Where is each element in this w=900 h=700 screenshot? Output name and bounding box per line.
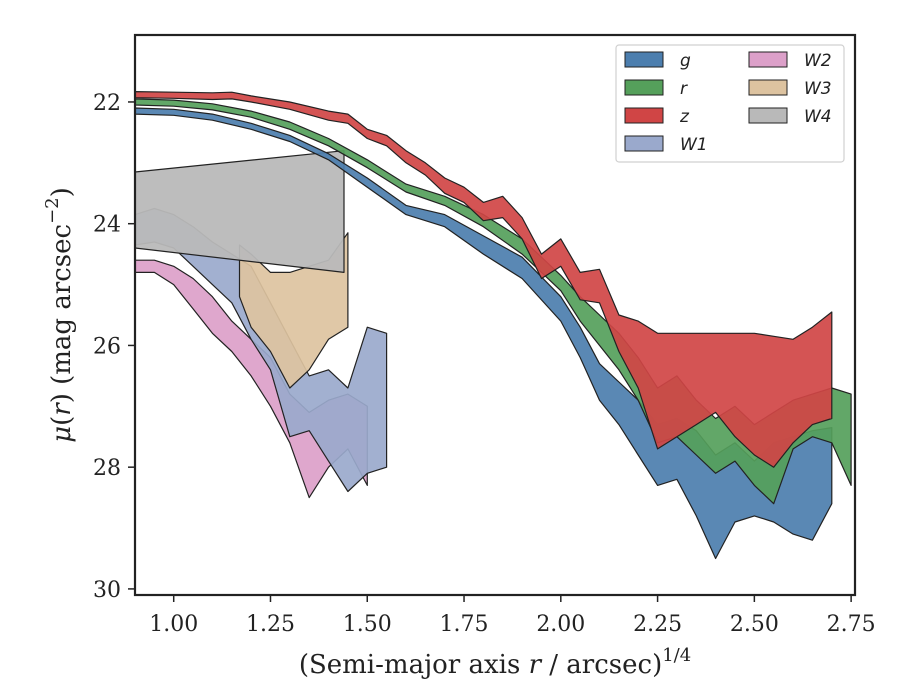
legend-label-g: g	[680, 51, 691, 71]
plot-frame	[133, 33, 857, 597]
x-tick-label: 1.50	[343, 612, 392, 637]
legend-label-z: z	[679, 107, 690, 127]
x-axis-label: (Semi-major axis r / arcsec)1/4	[299, 645, 691, 680]
legend-swatch-w3	[748, 79, 788, 96]
legend-box	[615, 44, 845, 163]
legend-swatch-g	[624, 51, 664, 68]
x-tick-label: 1.75	[440, 612, 489, 637]
x-tick-label: 1.00	[149, 612, 198, 637]
y-tick-label: 22	[93, 91, 121, 116]
legend-swatch-z	[624, 107, 664, 124]
y-tick-label: 24	[93, 213, 121, 238]
y-tick-label: 26	[93, 334, 121, 359]
band-w4	[135, 150, 345, 273]
legend-swatch-w2	[748, 51, 788, 68]
x-tick-label: 1.25	[246, 612, 295, 637]
legend-label-w2: W2	[804, 51, 832, 71]
legend-label-r: r	[680, 79, 688, 99]
band-layer	[135, 90, 852, 560]
x-tick-label: 2.50	[730, 612, 779, 637]
legend-swatch-r	[624, 79, 664, 96]
band-z	[135, 90, 833, 468]
x-tick-label: 2.00	[536, 612, 585, 637]
legend-label-w4: W4	[804, 107, 832, 127]
band-w2	[135, 259, 368, 499]
x-tick-label: 2.75	[827, 612, 876, 637]
y-tick-label: 30	[93, 578, 121, 603]
band-w3	[238, 232, 349, 389]
y-tick-label: 28	[93, 456, 121, 481]
legend-label-w3: W3	[804, 79, 832, 99]
y-axis-label: μ(r) (mag arcsec−2)	[42, 187, 77, 443]
legend: grz W1 W2 W3 W4	[615, 44, 845, 163]
x-tick-label: 2.25	[633, 612, 682, 637]
legend-swatch-w1	[624, 135, 664, 152]
x-axis: 1.00 1.25 1.50 1.75 2.00 2.25 2.50 2.75	[149, 595, 876, 637]
legend-label-w1: W1	[680, 135, 708, 155]
legend-swatch-w4	[748, 107, 788, 124]
y-axis: 22 24 26 28 30	[93, 91, 135, 603]
